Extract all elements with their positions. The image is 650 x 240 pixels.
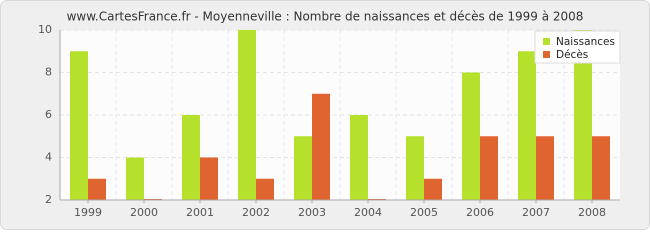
y-tick-label: 8: [45, 66, 52, 79]
bar: [294, 136, 312, 200]
chart: www.CartesFrance.fr - Moyenneville : Nom…: [0, 0, 650, 230]
legend-swatch: [543, 51, 550, 58]
bar: [518, 51, 536, 200]
bar: [182, 115, 200, 200]
y-tick-label: 2: [45, 193, 52, 206]
x-tick-label: 2001: [186, 206, 214, 219]
legend-label: Décès: [556, 49, 588, 61]
bar: [70, 51, 88, 200]
x-tick-label: 2007: [522, 206, 550, 219]
bar: [480, 136, 498, 200]
bar: [88, 178, 106, 200]
x-tick-label: 2002: [242, 206, 270, 219]
bar: [574, 30, 592, 200]
x-tick-label: 2008: [578, 206, 606, 219]
x-tick-label: 2005: [410, 206, 438, 219]
legend-swatch: [543, 38, 550, 45]
legend-label: Naissances: [556, 36, 615, 48]
bar: [462, 72, 480, 200]
y-tick-label: 6: [45, 108, 52, 121]
bar: [350, 115, 368, 200]
bar: [312, 93, 330, 200]
chart-title: www.CartesFrance.fr - Moyenneville : Nom…: [67, 10, 584, 24]
y-tick-label: 4: [45, 151, 52, 164]
bar: [406, 136, 424, 200]
bar: [536, 136, 554, 200]
x-tick-label: 2004: [354, 206, 382, 219]
bar: [200, 157, 218, 200]
x-tick-label: 2006: [466, 206, 494, 219]
y-tick-label: 10: [38, 23, 52, 36]
bar: [592, 136, 610, 200]
x-tick-label: 2003: [298, 206, 326, 219]
x-tick-label: 1999: [74, 206, 102, 219]
x-tick-label: 2000: [130, 206, 158, 219]
bar: [256, 178, 274, 200]
bar: [126, 157, 144, 200]
bar: [238, 30, 256, 200]
bar: [424, 178, 442, 200]
